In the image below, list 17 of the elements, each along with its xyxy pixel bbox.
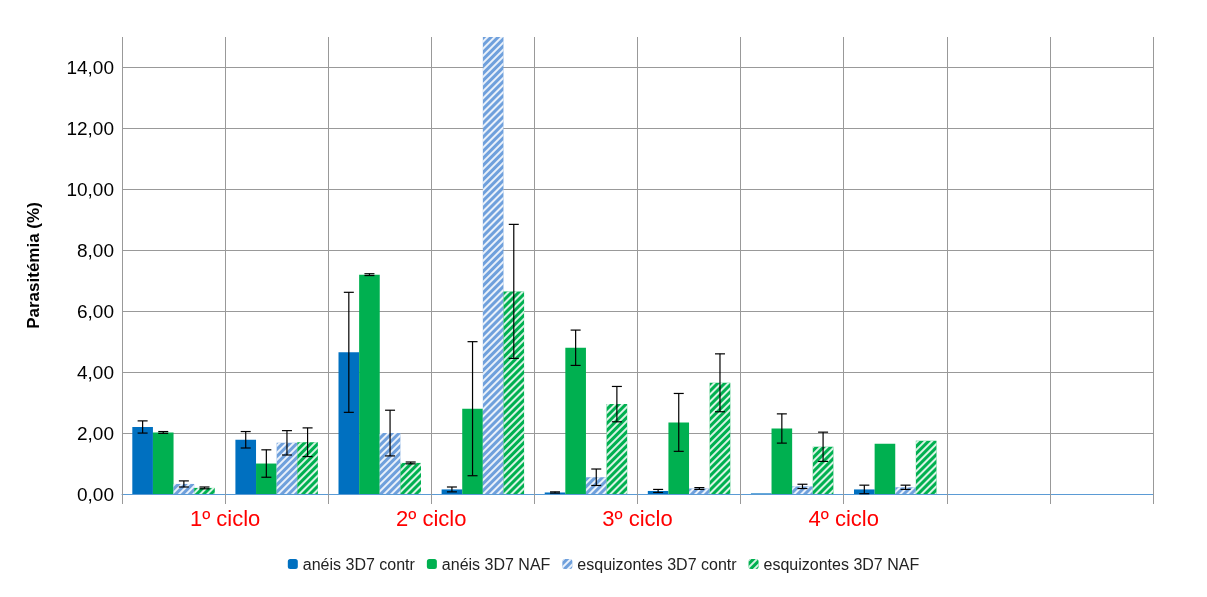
y-tick-label: 14,00 xyxy=(66,56,114,78)
text: 2º ciclo xyxy=(396,505,467,531)
y-tick-label: 12,00 xyxy=(66,117,114,139)
y-axis-title: Parasitémia (%) xyxy=(24,202,43,329)
legend-label: anéis 3D7 NAF xyxy=(441,555,551,573)
y-tick-label: 6,00 xyxy=(77,300,114,322)
legend-label: anéis 3D7 contr xyxy=(302,555,416,573)
y-tick-label: 2,00 xyxy=(77,422,114,444)
text: 3º ciclo xyxy=(602,505,673,531)
y-tick-label: 4,00 xyxy=(77,361,114,383)
y-tick-label: 10,00 xyxy=(66,178,114,200)
text: 4º ciclo xyxy=(808,505,879,531)
y-tick-label: 8,00 xyxy=(77,239,114,261)
y-tick-label: 0,00 xyxy=(77,483,114,505)
text: 1º ciclo xyxy=(189,505,261,531)
legend-label: esquizontes 3D7 contr xyxy=(577,555,738,573)
legend-label: esquizontes 3D7 NAF xyxy=(763,555,920,573)
